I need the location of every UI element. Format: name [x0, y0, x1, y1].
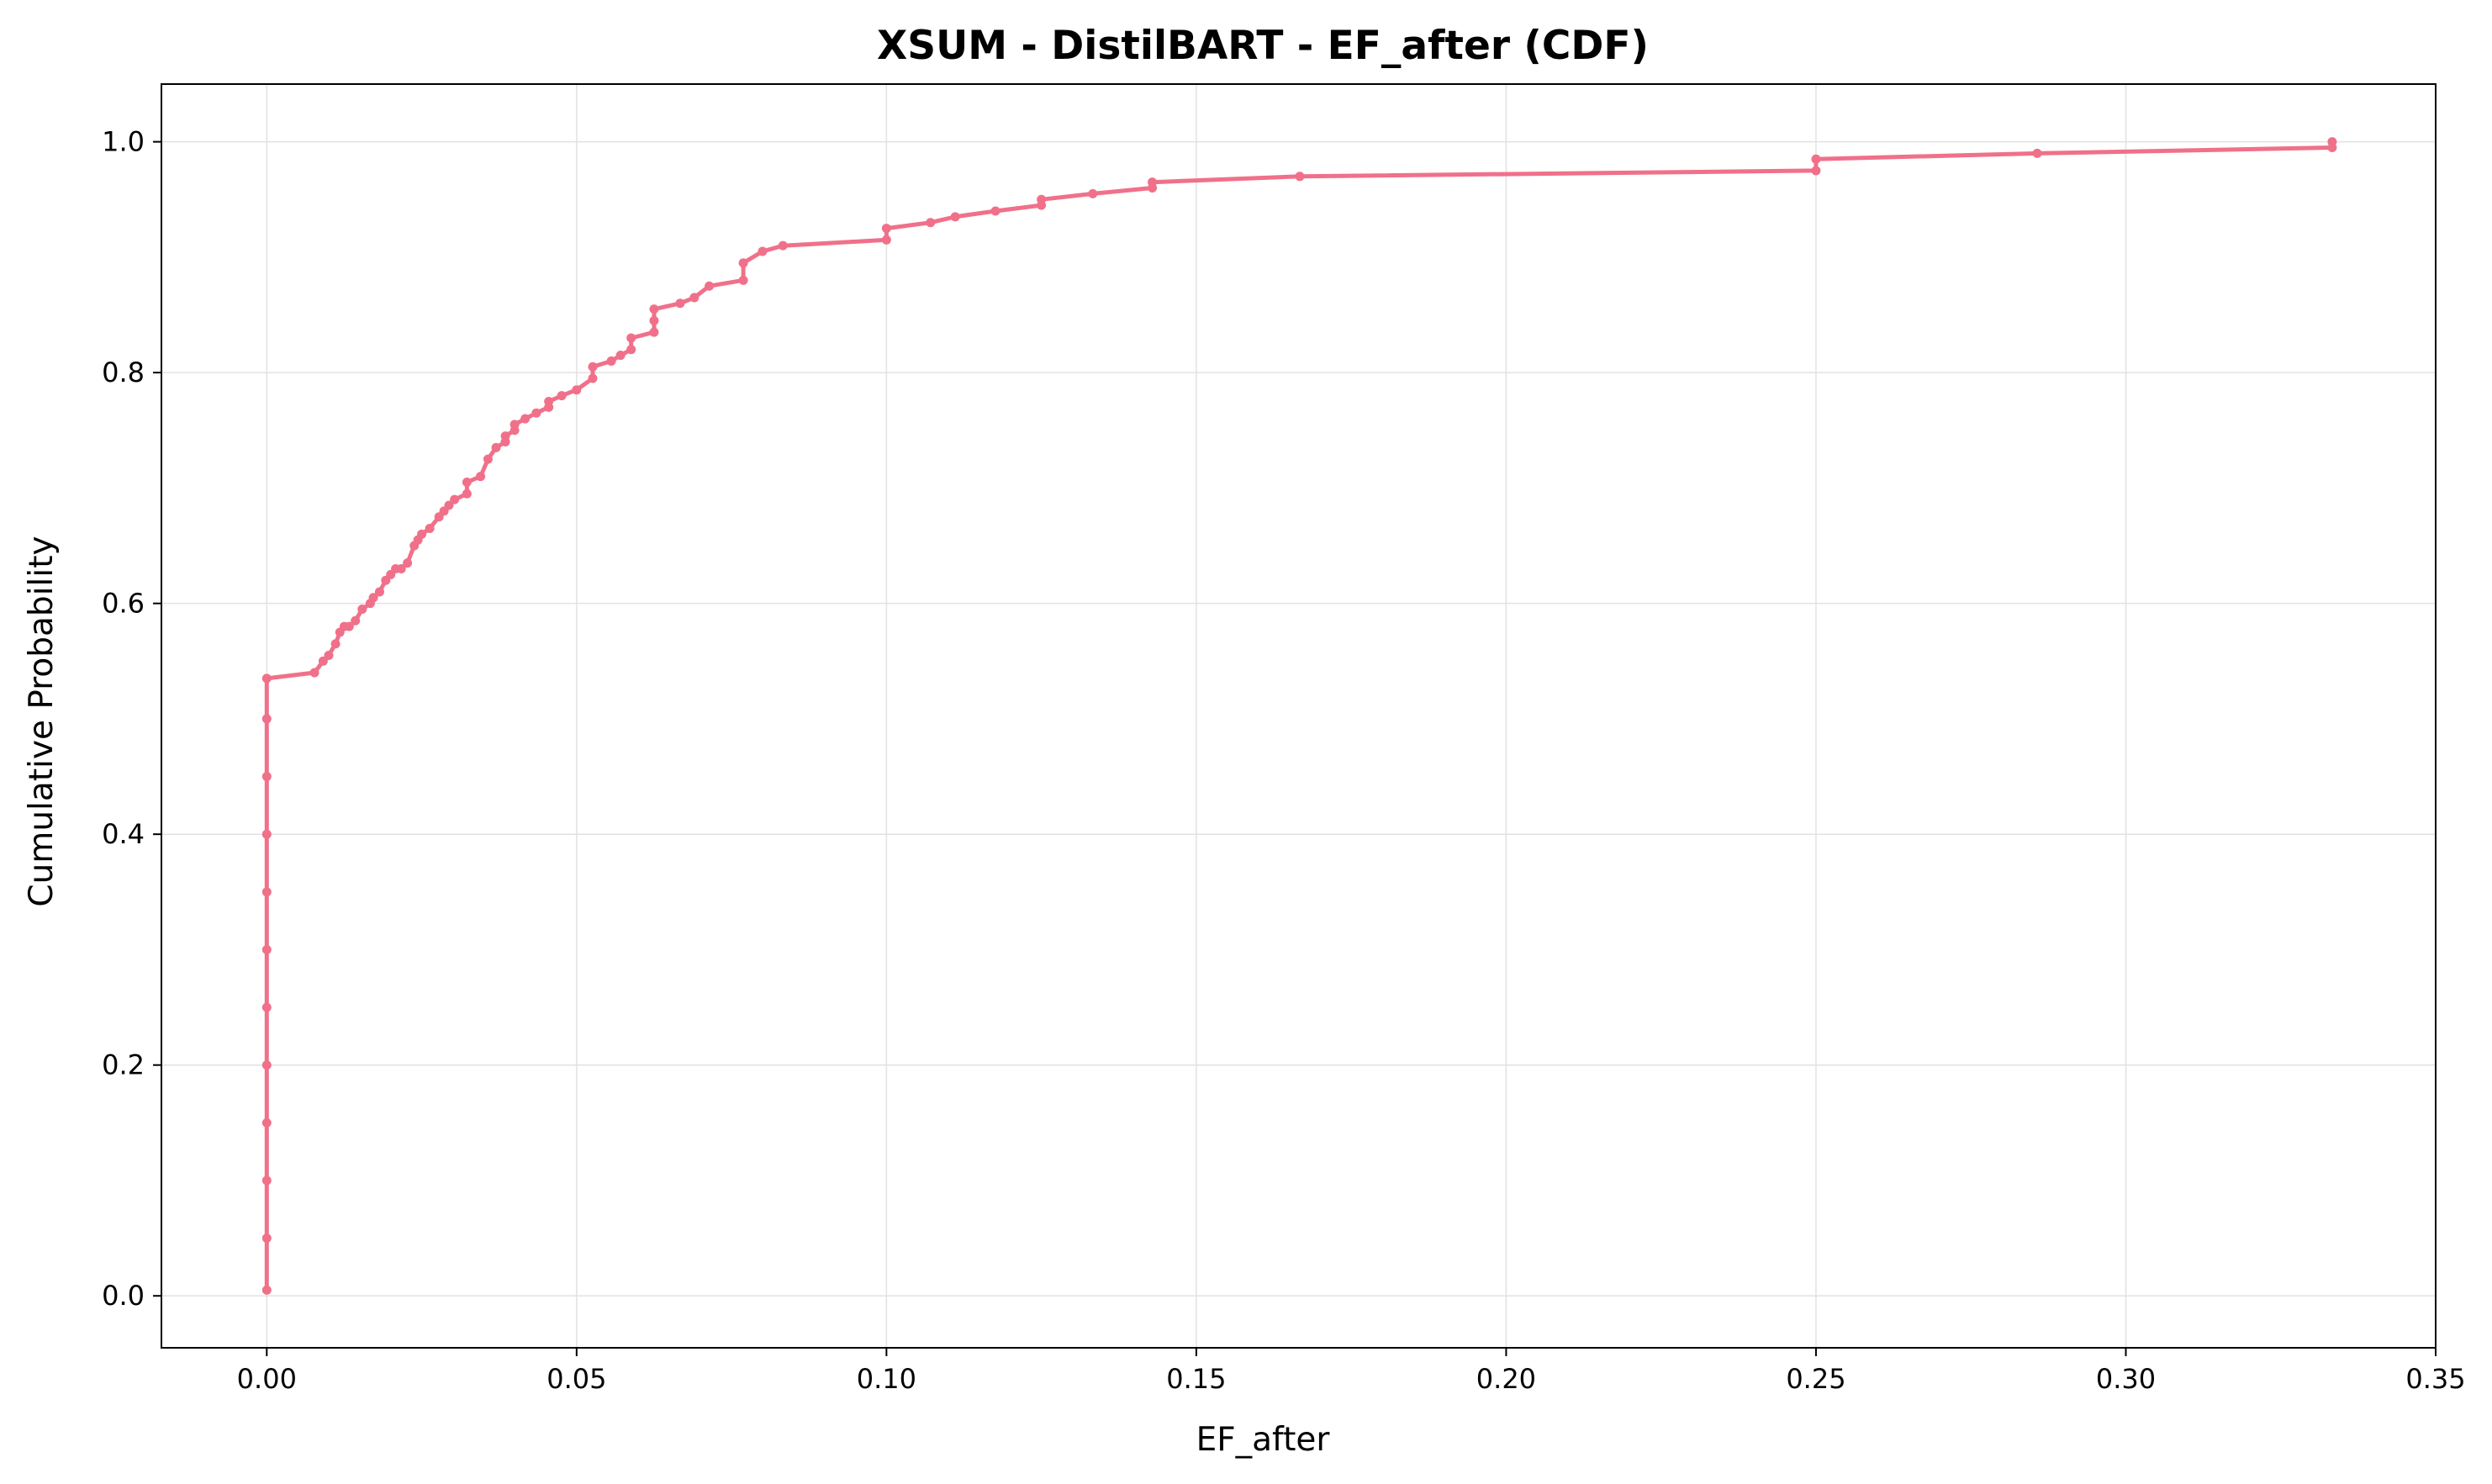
y-tick-label: 0.2 — [102, 1049, 145, 1081]
data-point — [544, 396, 554, 406]
data-point — [1811, 166, 1821, 176]
grid-lines — [161, 84, 2437, 1348]
data-point — [778, 240, 788, 251]
data-point — [557, 391, 567, 401]
data-point — [261, 1233, 272, 1244]
data-point — [615, 351, 626, 361]
data-point — [261, 1002, 272, 1012]
x-tick-label: 0.35 — [2405, 1363, 2465, 1395]
y-tick-label: 0.4 — [102, 818, 145, 850]
data-point — [689, 293, 700, 303]
data-point — [1811, 154, 1821, 164]
y-axis-ticks: 0.0 0.2 0.4 0.6 0.8 1.0 — [102, 126, 161, 1312]
data-point — [261, 829, 272, 839]
y-tick-label: 1.0 — [102, 126, 145, 158]
data-point — [588, 373, 598, 383]
chart-title: XSUM - DistilBART - EF_after (CDF) — [877, 23, 1649, 69]
data-point — [2032, 148, 2042, 158]
data-point — [531, 408, 541, 418]
series-layer — [261, 137, 2337, 1295]
data-point — [309, 668, 319, 678]
data-point — [374, 587, 384, 597]
data-point — [626, 333, 636, 343]
data-point — [705, 281, 715, 291]
data-point — [2327, 137, 2337, 147]
data-point — [261, 714, 272, 724]
data-point — [881, 235, 891, 245]
plot-frame — [161, 83, 2437, 1349]
y-tick-label: 0.8 — [102, 356, 145, 388]
data-point — [675, 298, 685, 309]
data-point — [444, 500, 454, 510]
data-point — [425, 523, 435, 533]
data-point — [881, 224, 891, 234]
data-point — [649, 315, 659, 325]
data-point — [462, 478, 472, 488]
data-point — [261, 1117, 272, 1128]
data-point — [738, 275, 748, 285]
data-point — [368, 593, 378, 603]
data-point — [261, 1285, 272, 1295]
data-point — [990, 206, 1000, 216]
data-point — [649, 304, 659, 314]
x-tick-label: 0.05 — [546, 1363, 606, 1395]
x-tick-label: 0.00 — [237, 1363, 297, 1395]
data-point — [572, 385, 582, 395]
data-point — [1295, 172, 1305, 182]
data-point — [950, 212, 960, 222]
data-point — [649, 327, 659, 337]
data-point — [491, 442, 501, 452]
y-tick-label: 0.0 — [102, 1280, 145, 1312]
data-point — [403, 558, 413, 568]
data-point — [483, 454, 493, 464]
data-point — [758, 246, 768, 256]
data-point — [261, 944, 272, 954]
data-point — [1037, 194, 1047, 204]
data-point — [926, 218, 936, 228]
data-point — [351, 615, 361, 626]
data-point — [588, 362, 598, 372]
data-point — [450, 494, 460, 504]
y-tick-label: 0.6 — [102, 588, 145, 620]
data-point — [261, 887, 272, 897]
x-axis-ticks: 0.00 0.05 0.10 0.15 0.20 0.25 0.30 0.35 — [237, 1348, 2466, 1395]
data-point — [261, 1060, 272, 1070]
data-point — [261, 1175, 272, 1186]
x-tick-label: 0.15 — [1166, 1363, 1226, 1395]
data-point — [520, 414, 531, 424]
data-point — [344, 621, 354, 631]
data-point — [261, 772, 272, 782]
x-tick-label: 0.30 — [2096, 1363, 2156, 1395]
data-point — [606, 356, 616, 366]
data-point — [324, 650, 334, 660]
x-tick-label: 0.20 — [1476, 1363, 1536, 1395]
data-point — [261, 673, 272, 684]
data-point — [738, 258, 748, 268]
data-point — [500, 431, 510, 441]
x-tick-label: 0.25 — [1786, 1363, 1845, 1395]
data-point — [1148, 177, 1158, 187]
data-point — [626, 345, 636, 355]
data-point — [330, 639, 341, 649]
data-point — [417, 529, 427, 539]
data-point — [357, 605, 367, 615]
data-point — [318, 656, 328, 666]
y-axis-label: Cumulative Probability — [23, 536, 61, 906]
x-axis-label: EF_after — [1196, 1421, 1331, 1459]
data-point — [462, 489, 472, 499]
data-point — [396, 563, 406, 573]
data-point — [476, 472, 486, 482]
x-tick-label: 0.10 — [857, 1363, 916, 1395]
data-point — [509, 420, 520, 430]
data-point — [1088, 188, 1098, 198]
